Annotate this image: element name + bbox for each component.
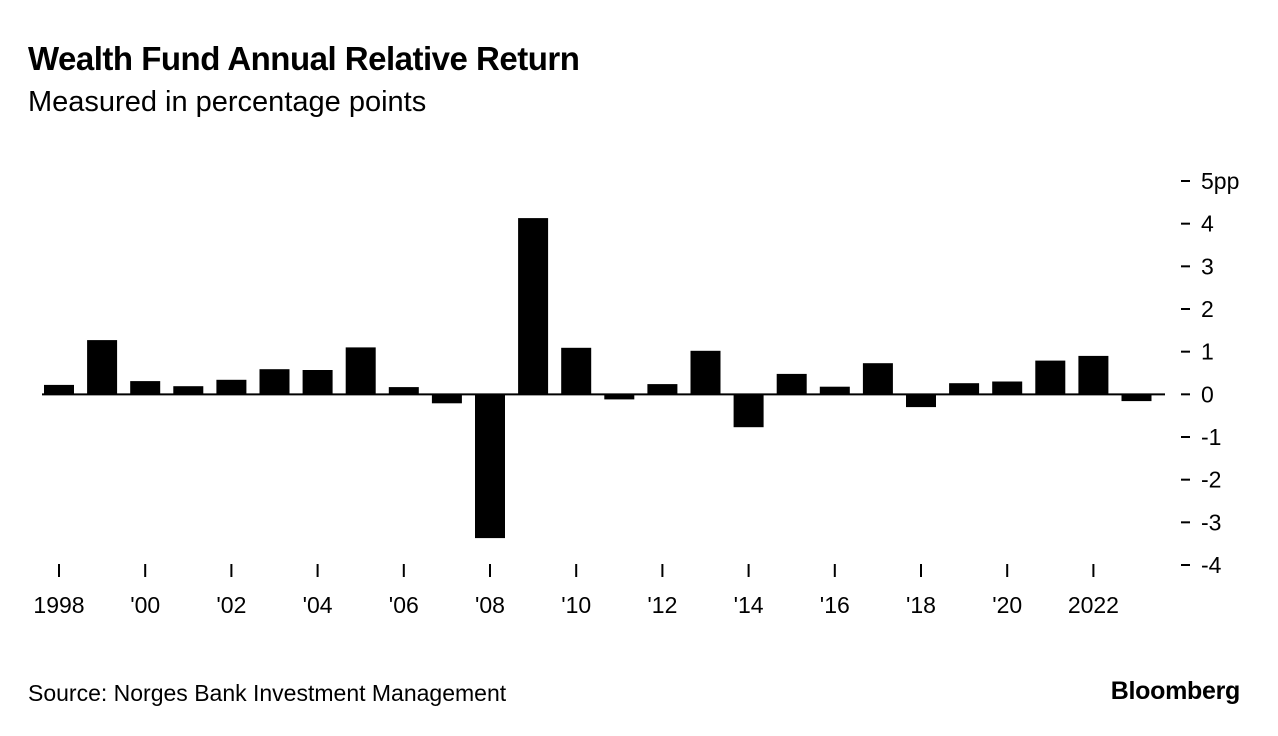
y-tick-label: 0 [1201,381,1214,407]
bar-2009 [518,218,549,395]
y-tick-label: -2 [1201,467,1221,493]
x-tick-label: '10 [561,592,591,618]
y-tick-label: 2 [1201,296,1214,322]
x-tick-label: '14 [734,592,764,618]
x-axis: 1998 '00 '02 '04 '06 '08 '10 '12 '14 '16 '18 '20 202… [33,564,1119,618]
y-tick-label: 4 [1201,211,1214,237]
bar-2006 [388,387,419,395]
bar-2010 [561,347,592,395]
x-tick-label: '06 [389,592,419,618]
bar-2017 [862,363,893,395]
y-tick-label: -4 [1201,552,1222,578]
bar-2018 [906,394,936,408]
x-tick-label: '20 [992,592,1022,618]
y-tick-label: -1 [1201,424,1221,450]
bar-2023 [1121,394,1152,402]
bloomberg-logo: Bloomberg [1110,677,1241,705]
x-tick-label: '04 [303,592,333,618]
bars-group [44,218,1152,539]
bar-2019 [949,383,980,395]
bar-2013 [690,350,721,395]
bar-2008 [475,394,505,539]
bar-1998 [44,384,74,395]
y-tick-label: 3 [1201,253,1214,279]
x-tick-label: '18 [906,592,936,618]
bar-2015 [776,373,807,395]
bar-2001 [173,386,204,395]
x-tick-label: 2022 [1068,592,1119,618]
bar-2022 [1078,355,1109,395]
x-tick-label: 1998 [33,592,84,618]
bar-2014 [733,394,764,428]
x-tick-label: '08 [475,592,505,618]
bar-2000 [130,381,161,395]
bar-2020 [992,381,1023,395]
source-note: Source: Norges Bank Investment Managemen… [28,680,507,706]
y-tick-label: -3 [1201,509,1221,535]
bar-2007 [431,394,462,404]
bar-2021 [1035,360,1066,395]
y-tick-label: 5pp [1201,168,1239,194]
x-tick-label: '02 [216,592,246,618]
chart-title: Wealth Fund Annual Relative Return [28,40,580,77]
chart-subtitle: Measured in percentage points [28,86,427,118]
x-tick-label: '12 [647,592,677,618]
x-tick-label: '00 [130,592,160,618]
bar-2016 [819,386,850,395]
bar-2003 [259,369,290,395]
y-tick-label: 1 [1201,339,1214,365]
bar-2012 [647,384,678,395]
bar-2011 [604,394,635,400]
y-axis: 5pp 4 3 2 1 0 -1 -2 -3 -4 [1181,168,1239,578]
x-tick-label: '16 [820,592,850,618]
bar-2004 [302,370,333,395]
bar-2002 [216,379,247,395]
bar-2005 [345,347,376,395]
bar-1999 [87,340,118,395]
